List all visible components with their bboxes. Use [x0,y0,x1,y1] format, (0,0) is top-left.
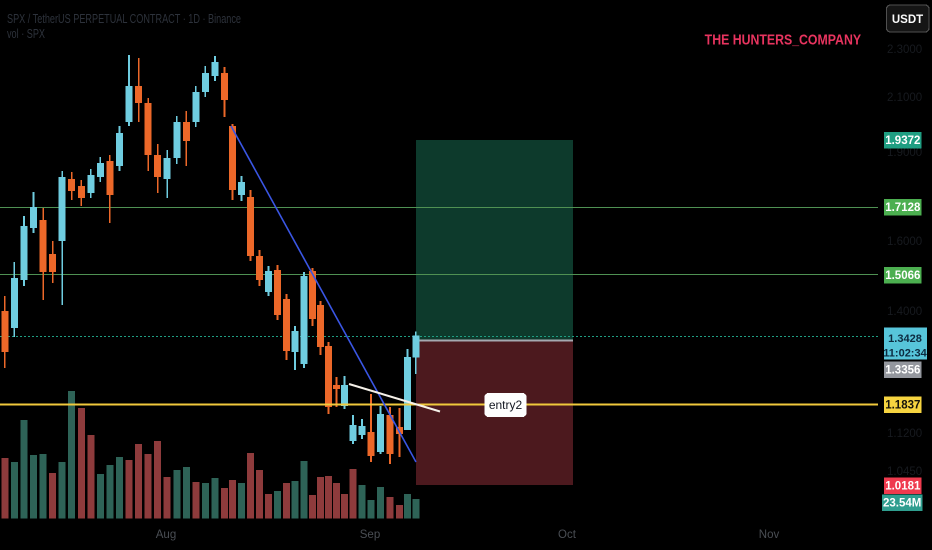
svg-text:23.54M: 23.54M [883,498,921,510]
svg-text:USDT: USDT [892,14,923,26]
svg-text:1.0181: 1.0181 [885,481,921,493]
svg-text:Aug: Aug [156,529,176,541]
svg-text:11:02:34: 11:02:34 [883,348,927,360]
svg-text:Sep: Sep [360,529,380,541]
svg-text:1.1200: 1.1200 [887,428,922,440]
svg-text:vol · SPX: vol · SPX [7,28,46,42]
svg-text:SPX / TetherUS PERPETUAL CONTR: SPX / TetherUS PERPETUAL CONTRACT · 1D ·… [7,13,241,27]
svg-text:1.6000: 1.6000 [887,236,922,248]
svg-text:1.5066: 1.5066 [885,270,920,282]
svg-text:1.1837: 1.1837 [885,400,920,412]
svg-text:1.3356: 1.3356 [885,365,920,377]
svg-text:entry2: entry2 [489,398,523,412]
svg-text:1.7128: 1.7128 [885,202,921,214]
svg-text:Nov: Nov [759,529,780,541]
svg-text:2.3000: 2.3000 [887,44,922,56]
svg-text:1.9000: 1.9000 [887,147,922,159]
svg-text:Oct: Oct [558,529,577,541]
svg-text:1.4000: 1.4000 [887,306,922,318]
svg-text:2.1000: 2.1000 [887,92,922,104]
svg-text:1.3428: 1.3428 [888,333,922,345]
svg-text:THE HUNTERS_COMPANY: THE HUNTERS_COMPANY [705,32,861,48]
svg-text:1.0450: 1.0450 [887,466,922,478]
svg-text:1.9372: 1.9372 [885,135,920,147]
